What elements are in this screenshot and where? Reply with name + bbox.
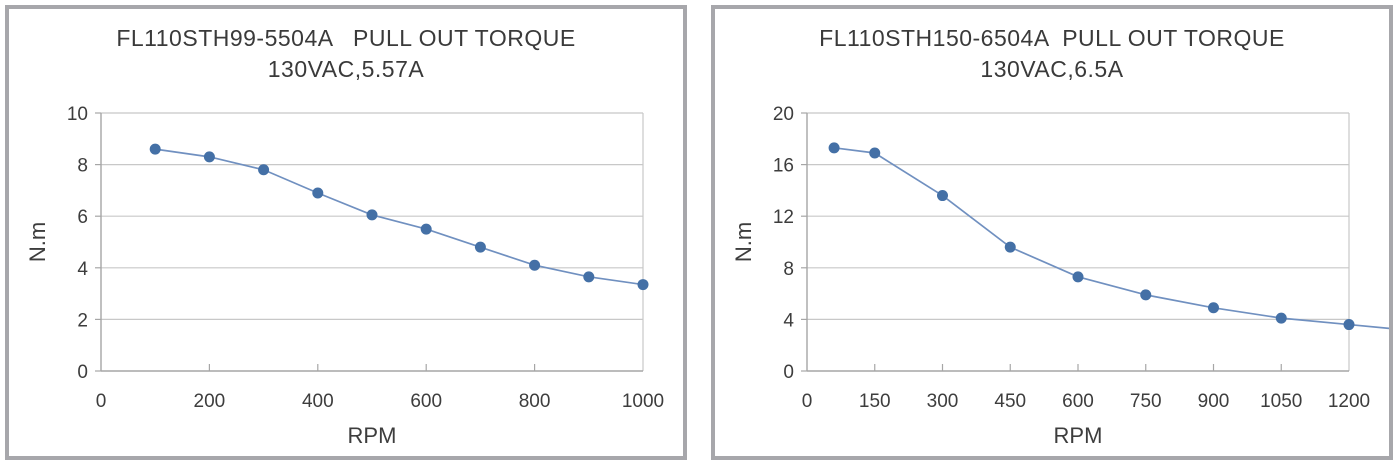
data-point-marker bbox=[828, 142, 840, 154]
y-tick-label: 0 bbox=[783, 362, 794, 383]
x-tick-label: 0 bbox=[96, 391, 107, 412]
y-tick-label: 12 bbox=[773, 207, 794, 228]
x-tick-label: 1050 bbox=[1260, 391, 1302, 412]
x-tick-label: 750 bbox=[1130, 391, 1162, 412]
y-tick-label: 20 bbox=[773, 104, 794, 125]
data-point-marker bbox=[1208, 302, 1219, 314]
chart-title-block: FL110STH99-5504A PULL OUT TORQUE 130VAC,… bbox=[9, 23, 683, 85]
y-tick-label: 8 bbox=[783, 259, 794, 280]
x-tick-label: 300 bbox=[927, 391, 959, 412]
data-point-marker bbox=[637, 279, 649, 291]
y-axis-title: N.m bbox=[25, 222, 50, 262]
x-tick-label: 900 bbox=[1198, 391, 1230, 412]
chart-title: FL110STH99-5504A PULL OUT TORQUE bbox=[116, 25, 576, 51]
torque-curve-chart: 0 200 400 600 800 1000 0 2 4 6 8 10 RPM N.m bbox=[25, 104, 664, 448]
x-axis-title: RPM bbox=[348, 423, 397, 448]
chart-panel-fl110sth150: FL110STH150-6504A PULL OUT TORQUE 130VAC… bbox=[711, 5, 1393, 460]
data-point-marker bbox=[258, 164, 270, 176]
torque-line bbox=[833, 146, 1389, 330]
data-point-marker bbox=[1275, 312, 1287, 324]
x-tick-label: 1000 bbox=[622, 391, 664, 412]
chart-subtitle: 130VAC,5.57A bbox=[267, 56, 425, 82]
y-tick-label: 16 bbox=[773, 156, 794, 177]
data-point-marker bbox=[1072, 271, 1084, 283]
data-point-marker bbox=[937, 190, 948, 202]
x-tick-label: 200 bbox=[194, 391, 226, 412]
torque-line bbox=[155, 148, 644, 286]
data-point-marker bbox=[1140, 289, 1152, 301]
data-point-marker bbox=[149, 143, 161, 155]
chart-title-block: FL110STH150-6504A PULL OUT TORQUE 130VAC… bbox=[715, 23, 1389, 85]
x-tick-label: 600 bbox=[410, 391, 442, 412]
x-tick-label: 400 bbox=[302, 391, 334, 412]
y-axis-title: N.m bbox=[731, 222, 756, 262]
x-tick-label: 600 bbox=[1062, 391, 1094, 412]
y-tick-label: 4 bbox=[77, 259, 88, 280]
x-tick-label: 1200 bbox=[1328, 391, 1370, 412]
data-point-marker bbox=[474, 241, 486, 253]
torque-curve-chart: 0 150 300 450 600 750 900 1050 1200 0 4 8 12 16 20 RPM N… bbox=[731, 104, 1389, 448]
y-tick-label: 2 bbox=[77, 310, 88, 331]
x-tick-label: 800 bbox=[519, 391, 551, 412]
y-tick-label: 0 bbox=[77, 362, 88, 383]
chart-title: FL110STH150-6504A PULL OUT TORQUE bbox=[819, 25, 1285, 51]
chart-panel-fl110sth99: FL110STH99-5504A PULL OUT TORQUE 130VAC,… bbox=[5, 5, 687, 460]
data-point-marker bbox=[312, 187, 324, 199]
x-tick-label: 0 bbox=[802, 391, 813, 412]
y-tick-label: 6 bbox=[77, 207, 88, 228]
data-point-marker bbox=[366, 209, 378, 221]
x-tick-label: 150 bbox=[859, 391, 891, 412]
data-point-marker bbox=[869, 147, 881, 159]
data-point-marker bbox=[203, 151, 215, 163]
data-point-marker bbox=[583, 271, 595, 283]
chart-subtitle: 130VAC,6.5A bbox=[980, 56, 1124, 82]
y-tick-label: 8 bbox=[77, 156, 88, 177]
data-point-marker bbox=[1004, 241, 1016, 253]
x-axis-title: RPM bbox=[1054, 423, 1103, 448]
data-point-marker bbox=[529, 259, 541, 271]
y-tick-label: 4 bbox=[783, 310, 794, 331]
x-tick-label: 450 bbox=[994, 391, 1026, 412]
y-tick-label: 10 bbox=[67, 104, 88, 125]
data-point-marker bbox=[1343, 319, 1355, 331]
data-point-marker bbox=[420, 223, 432, 235]
